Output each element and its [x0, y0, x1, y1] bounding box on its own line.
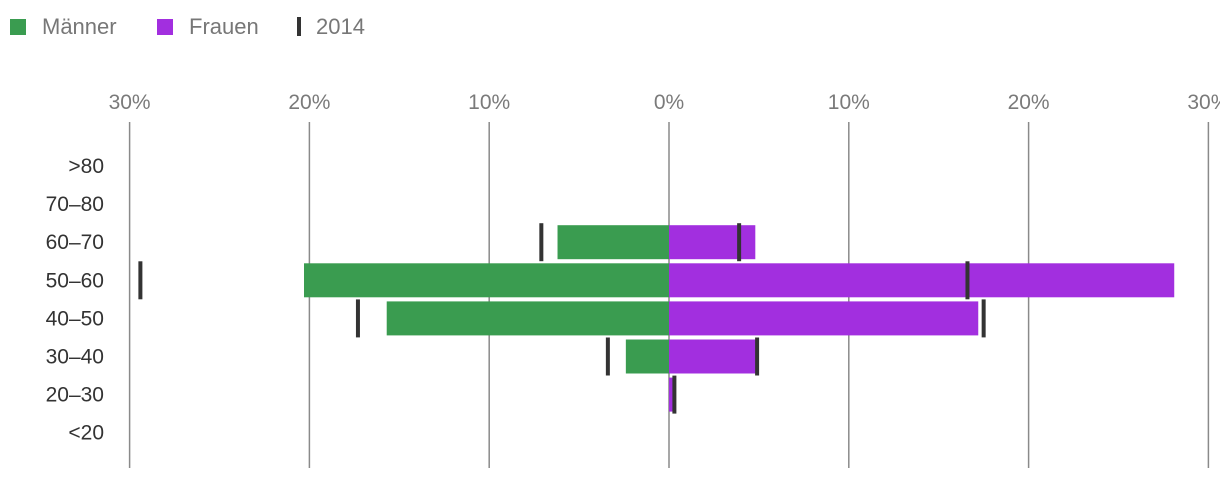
marker-2014-frauen [737, 223, 742, 262]
legend-swatch-maenner [10, 19, 26, 35]
bar-frauen [669, 377, 675, 412]
bar-maenner [386, 301, 669, 336]
marker-2014-frauen [981, 299, 986, 338]
legend-marker-2014 [297, 17, 301, 36]
legend-swatch-frauen [157, 19, 173, 35]
category-label: <20 [68, 422, 104, 445]
bar-maenner [304, 263, 669, 298]
markers-2014 [138, 223, 986, 414]
x-tick-label: 20% [1008, 91, 1050, 114]
category-label: 60–70 [46, 231, 104, 254]
category-label: >80 [68, 155, 104, 178]
x-tick-label: 10% [468, 91, 510, 114]
marker-2014-frauen [755, 337, 760, 376]
category-label: 50–60 [46, 269, 104, 292]
legend-label-2014: 2014 [316, 14, 365, 39]
x-tick-label: 10% [828, 91, 870, 114]
marker-2014-maenner [539, 223, 544, 262]
bar-maenner [557, 225, 669, 260]
x-tick-label: 30% [1187, 91, 1220, 114]
legend: Männer Frauen 2014 [10, 14, 365, 39]
y-axis-categories: >80 70–80 60–70 50–60 40–50 30–40 20–30 <20 [46, 155, 104, 445]
bar-frauen [669, 339, 759, 374]
marker-2014-maenner [355, 299, 360, 338]
bar-frauen [669, 263, 1175, 298]
bars [304, 225, 1175, 412]
category-label: 20–30 [46, 384, 104, 407]
legend-label-frauen: Frauen [189, 14, 259, 39]
x-tick-label: 30% [109, 91, 151, 114]
category-label: 40–50 [46, 307, 104, 330]
marker-2014-maenner [138, 261, 143, 300]
legend-label-maenner: Männer [42, 14, 117, 39]
marker-2014-maenner [605, 337, 610, 376]
marker-2014-frauen [965, 261, 970, 300]
x-axis-ticks: 30% 20% 10% 0% 10% 20% 30% [109, 91, 1220, 114]
bar-maenner [625, 339, 669, 374]
category-label: 30–40 [46, 346, 104, 369]
category-label: 70–80 [46, 193, 104, 216]
bar-frauen [669, 301, 979, 336]
x-tick-label: 0% [654, 91, 684, 114]
bar-frauen [669, 225, 756, 260]
x-tick-label: 20% [288, 91, 330, 114]
marker-2014-frauen [672, 375, 677, 414]
